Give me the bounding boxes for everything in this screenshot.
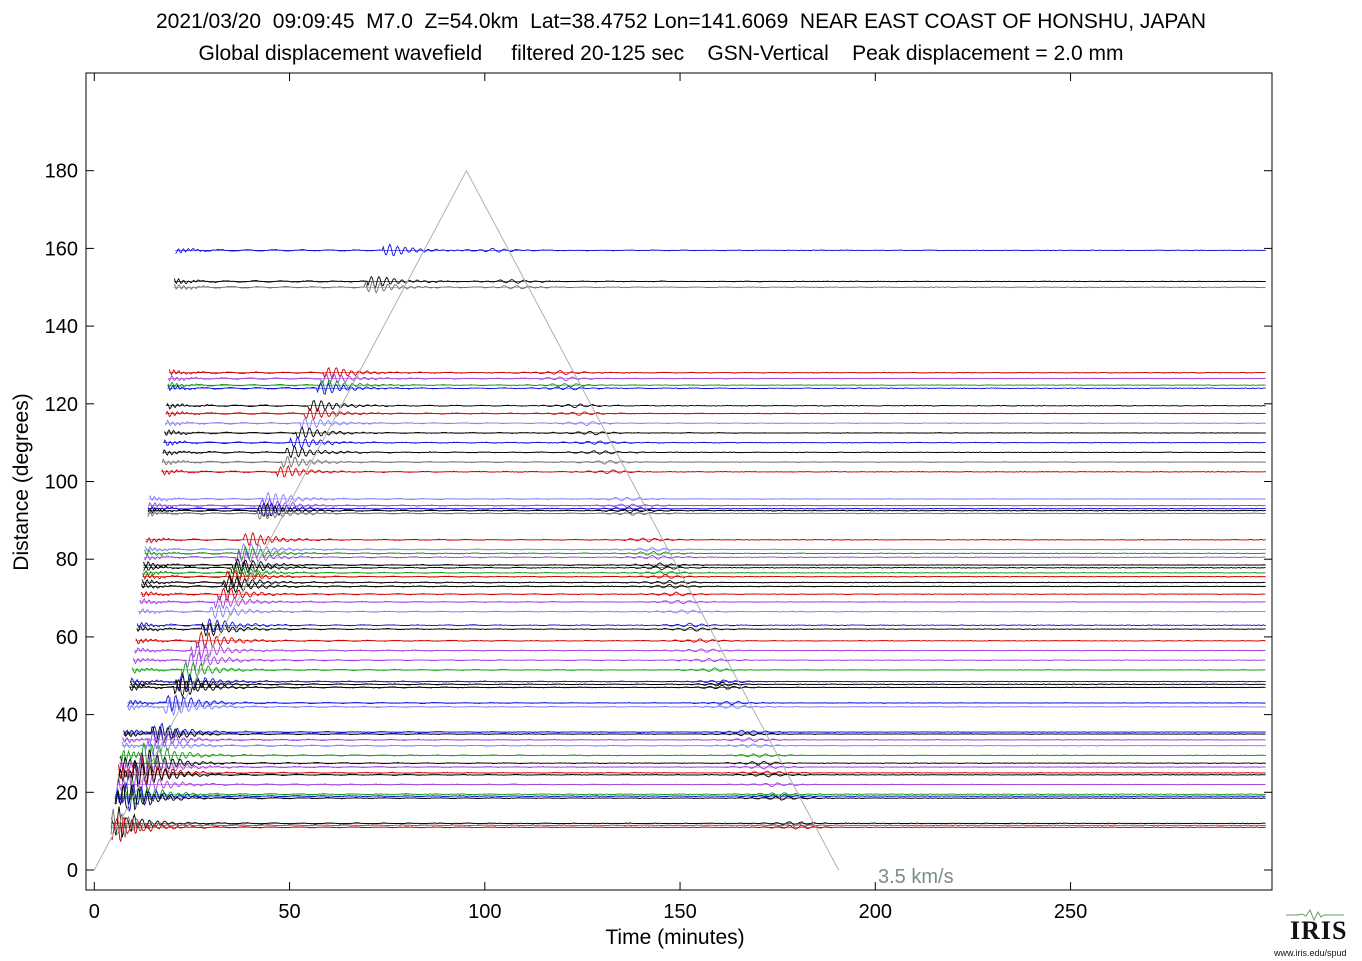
seismogram-logo-icon	[1286, 908, 1344, 922]
seismic-trace	[118, 752, 1266, 783]
seismic-trace	[123, 722, 1266, 741]
seismic-trace	[117, 760, 1266, 788]
y-tick-label: 80	[56, 549, 78, 571]
y-tick-label: 140	[45, 316, 78, 338]
chart-title: 2021/03/20 09:09:45 M7.0 Z=54.0km Lat=38…	[156, 10, 1206, 33]
surface-wave-moveout-line	[93, 169, 840, 871]
seismic-trace	[118, 757, 1266, 785]
seismic-trace	[140, 587, 1265, 602]
seismic-trace	[129, 673, 1266, 693]
y-tick-label: 60	[56, 627, 78, 649]
seismic-trace	[173, 275, 1266, 289]
seismic-trace	[114, 783, 1266, 811]
x-tick-label: 150	[663, 901, 696, 923]
x-tick-label: 0	[89, 901, 100, 923]
x-tick-label: 50	[278, 901, 300, 923]
seismic-trace	[129, 678, 1265, 698]
seismic-trace	[131, 661, 1266, 681]
y-tick-label: 100	[45, 472, 78, 494]
seismic-trace	[135, 630, 1266, 650]
y-tick-label: 160	[45, 238, 78, 260]
x-tick-label: 100	[468, 901, 501, 923]
y-tick-label: 20	[56, 782, 78, 804]
traces-layer	[110, 243, 1266, 843]
x-tick-label: 200	[859, 901, 892, 923]
iris-logo: IRIS www.iris.edu/spud	[1274, 904, 1360, 960]
seismic-trace	[142, 566, 1266, 581]
y-tick-label: 0	[67, 860, 78, 882]
x-axis-label: Time (minutes)	[605, 926, 745, 949]
seismic-trace	[144, 542, 1266, 558]
y-tick-label: 40	[56, 705, 78, 727]
seismic-trace	[165, 408, 1266, 421]
seismic-trace	[114, 778, 1266, 808]
seismic-trace	[132, 650, 1266, 671]
seismic-trace	[175, 243, 1266, 257]
seismic-trace	[111, 806, 1265, 838]
seismic-trace	[114, 781, 1266, 812]
x-tick-label: 250	[1054, 901, 1087, 923]
seismic-trace	[161, 464, 1266, 478]
axis-layer: 0 50 100 150 200 250 0 20 40 60 80 100 120 140 160 180	[45, 73, 1272, 923]
y-axis-label: Distance (degrees)	[10, 393, 33, 571]
logo-url: www.iris.edu/spud	[1274, 948, 1347, 958]
seismic-trace	[167, 379, 1265, 393]
surface-wave-line-layer	[93, 169, 840, 871]
seismic-trace	[145, 531, 1266, 546]
seismic-trace	[116, 770, 1265, 797]
chart-subtitle: Global displacement wavefield filtered 2…	[198, 42, 1124, 65]
seismic-trace	[134, 640, 1266, 660]
y-tick-label: 120	[45, 394, 78, 416]
surface-wave-speed-label: 3.5 km/s	[878, 866, 954, 888]
seismic-trace	[127, 694, 1266, 712]
y-tick-label: 180	[45, 161, 78, 183]
seismic-trace	[162, 445, 1266, 459]
logo-wordmark: IRIS	[1290, 916, 1348, 945]
seismic-trace	[110, 816, 1266, 843]
plot-frame	[85, 72, 1273, 891]
